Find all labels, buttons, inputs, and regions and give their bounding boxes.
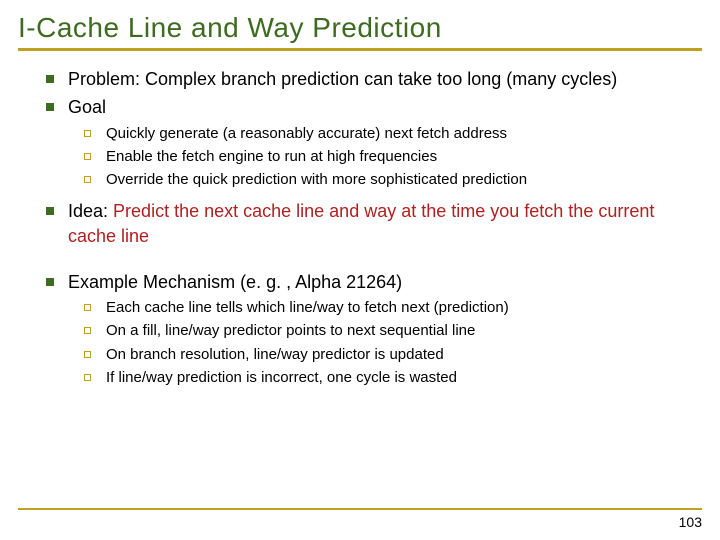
bullet-goal-sub-2: Override the quick prediction with more … [28, 170, 702, 190]
bullet-example-sub-2-text: On branch resolution, line/way predictor… [106, 346, 444, 363]
page-number: 103 [679, 514, 702, 530]
content-area: Problem: Complex branch prediction can t… [18, 67, 702, 388]
bullet-example-sub-1-text: On a fill, line/way predictor points to … [106, 322, 475, 339]
square-bullet-icon [46, 207, 54, 215]
bullet-goal-sub-1-text: Enable the fetch engine to run at high f… [106, 148, 437, 165]
square-bullet-icon [46, 103, 54, 111]
hollow-square-icon [84, 327, 91, 334]
footer-underline [18, 508, 702, 510]
hollow-square-icon [84, 176, 91, 183]
bullet-goal-sub-0-text: Quickly generate (a reasonably accurate)… [106, 125, 507, 142]
bullet-example-sub-0-text: Each cache line tells which line/way to … [106, 299, 509, 316]
bullet-idea-prefix: Idea: [68, 201, 113, 221]
title-underline [18, 48, 702, 51]
bullet-example-sub-1: On a fill, line/way predictor points to … [28, 321, 702, 341]
hollow-square-icon [84, 130, 91, 137]
bullet-goal-text: Goal [68, 97, 106, 117]
bullet-goal: Goal [28, 95, 702, 119]
bullet-example-sub-3-text: If line/way prediction is incorrect, one… [106, 369, 457, 386]
bullet-goal-sub-2-text: Override the quick prediction with more … [106, 171, 527, 188]
hollow-square-icon [84, 351, 91, 358]
hollow-square-icon [84, 374, 91, 381]
hollow-square-icon [84, 153, 91, 160]
bullet-goal-sub-0: Quickly generate (a reasonably accurate)… [28, 124, 702, 144]
bullet-goal-sub-1: Enable the fetch engine to run at high f… [28, 147, 702, 167]
bullet-example-text: Example Mechanism (e. g. , Alpha 21264) [68, 272, 402, 292]
bullet-idea-red-text: Predict the next cache line and way at t… [68, 201, 654, 245]
bullet-idea: Idea: Predict the next cache line and wa… [28, 199, 702, 248]
bullet-example: Example Mechanism (e. g. , Alpha 21264) [28, 270, 702, 294]
square-bullet-icon [46, 278, 54, 286]
square-bullet-icon [46, 75, 54, 83]
slide-title: I-Cache Line and Way Prediction [18, 12, 702, 44]
bullet-problem: Problem: Complex branch prediction can t… [28, 67, 702, 91]
bullet-example-sub-2: On branch resolution, line/way predictor… [28, 345, 702, 365]
bullet-problem-text: Problem: Complex branch prediction can t… [68, 69, 617, 89]
hollow-square-icon [84, 304, 91, 311]
bullet-example-sub-0: Each cache line tells which line/way to … [28, 298, 702, 318]
bullet-example-sub-3: If line/way prediction is incorrect, one… [28, 368, 702, 388]
